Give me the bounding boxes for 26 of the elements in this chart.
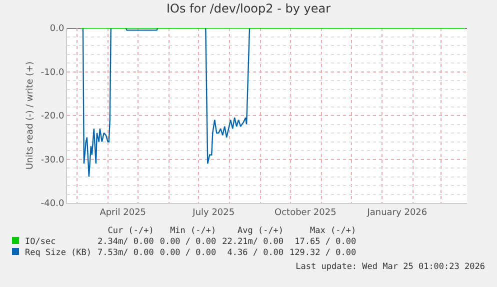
x-tick-label: January 2026 [366,208,428,218]
text: 0.00 / 0.00 [160,248,218,259]
text: 129.32 / 0.00 [290,248,358,259]
y-tick-label: -10.0 [40,68,64,78]
legend-label: IO/sec [25,237,56,247]
chart-title: IOs for /dev/loop2 - by year [166,2,331,16]
x-tick-label: July 2025 [192,208,235,218]
text: 22.21m/ 0.00 [222,237,285,248]
text: 0.00 / 0.00 [160,237,218,248]
text: Avg (-/+) [236,226,285,237]
y-tick-label: 0.0 [50,24,64,34]
text: Max (-/+) [309,226,358,237]
text: Min (-/+) [169,226,218,237]
y-tick-label: -40.0 [40,199,64,210]
text: 7.53m/ 0.00 [98,248,155,259]
legend-label: Req Size (KB) [25,248,92,258]
y-tick-label: -30.0 [40,155,64,166]
x-tick-label: April 2025 [100,208,146,218]
text: 17.65 / 0.00 [294,237,358,248]
x-tick-label: October 2025 [274,208,336,218]
text: 4.36 / 0.00 [226,248,285,259]
text: Cur (-/+) [106,226,155,237]
y-axis-title: Units read (-) / write (+) [25,61,36,170]
text: 2.34m/ 0.00 [98,237,155,248]
text: Last update: Wed Mar 25 01:00:23 2026 [296,262,485,272]
y-tick-label: -20.0 [40,112,64,122]
